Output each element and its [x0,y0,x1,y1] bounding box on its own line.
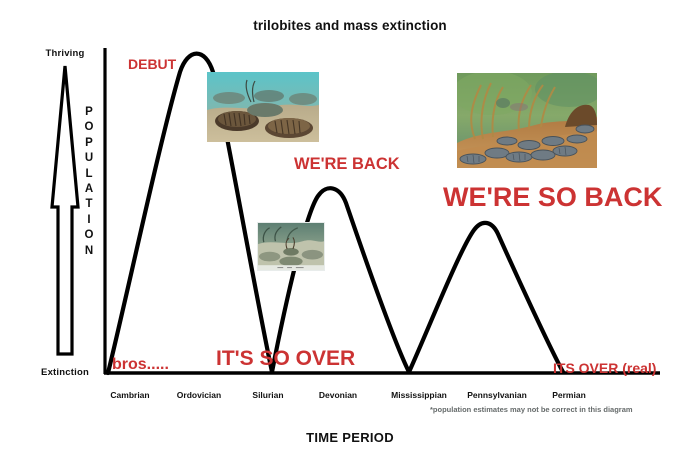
y-axis-letter: A [84,183,94,196]
trilobites-seafloor-photo [207,72,319,142]
gauge-bottom-label: Extinction [41,367,89,378]
caption-were-back: WE'RE BACK [294,155,400,173]
y-axis-caption: P O P U L A T I O N [78,105,100,259]
x-tick-pennsylvanian: Pennsylvanian [467,390,527,400]
y-axis-letter: N [84,244,94,257]
trilobites-painting-photo [457,73,597,168]
y-axis-letter: O [84,229,94,242]
x-tick-silurian: Silurian [252,390,284,400]
caption-were-so-back: WE'RE SO BACK [443,182,663,212]
y-axis-letter: P [85,106,93,118]
caption-bros: bros..... [112,356,169,373]
footnote: *population estimates may not be correct… [430,405,633,414]
x-axis-caption: TIME PERIOD [306,430,394,445]
caption-its-so-over: IT'S SO OVER [216,347,356,370]
y-axis-letter: L [85,167,93,180]
x-tick-mississippian: Mississippian [391,390,447,400]
y-axis-letter: I [87,213,91,226]
trilobites-small-photo [257,222,325,271]
x-tick-devonian: Devonian [318,390,358,400]
y-axis-letter: O [84,121,94,134]
caption-debut: DEBUT [128,56,177,72]
page-title: trilobites and mass extinction [253,18,447,33]
x-tick-cambrian: Cambrian [110,390,150,400]
caption-its-over-real: ITS OVER (real) [553,360,657,376]
population-gauge: Thriving Extinction [22,48,108,378]
x-tick-permian: Permian [552,390,586,400]
gauge-top-label: Thriving [45,48,85,59]
up-arrow-icon [50,65,80,356]
population-curve [105,51,566,376]
y-axis-letter: T [85,198,93,211]
y-axis-letter: P [85,136,93,149]
y-axis-letter: U [84,152,94,165]
x-tick-ordovician: Ordovician [176,390,222,400]
